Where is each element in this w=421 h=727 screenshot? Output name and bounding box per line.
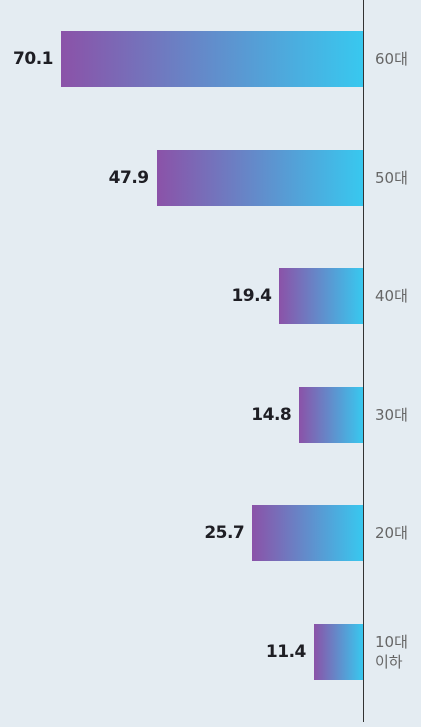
value-label: 25.7: [204, 523, 245, 544]
bar: [156, 149, 363, 206]
category-label: 30대: [375, 405, 408, 424]
bar: [313, 624, 363, 680]
bar: [61, 31, 363, 87]
category-label: 40대: [375, 287, 408, 306]
bar: [252, 505, 363, 562]
axis-line: [363, 0, 364, 722]
value-label: 47.9: [108, 167, 149, 188]
value-label: 14.8: [251, 404, 292, 425]
value-label: 70.1: [13, 49, 53, 69]
category-label: 60대: [375, 50, 408, 68]
category-label: 10대 이하: [375, 633, 408, 671]
category-label: 20대: [375, 524, 408, 543]
value-label: 11.4: [265, 642, 306, 662]
bar: [299, 386, 363, 443]
value-label: 19.4: [231, 286, 272, 307]
category-label: 50대: [375, 168, 408, 187]
bar: [279, 268, 363, 325]
